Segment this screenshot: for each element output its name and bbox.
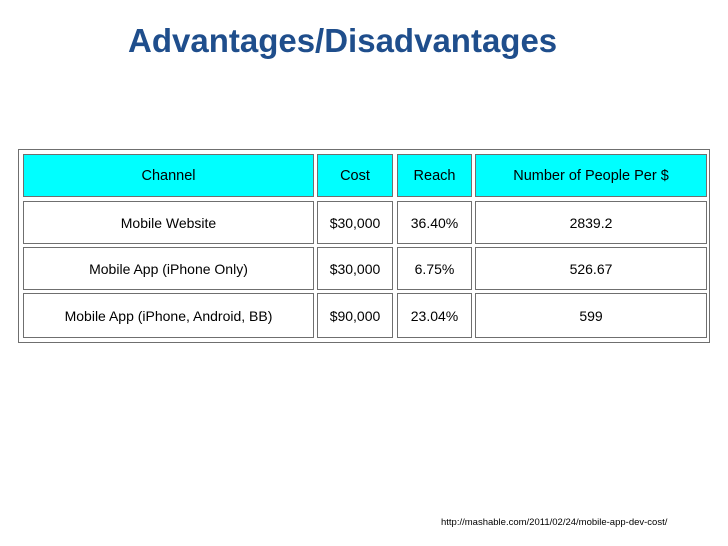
table-cell-people-per-dollar: 526.67 (475, 247, 707, 290)
comparison-table: Channel Cost Reach Number of People Per … (18, 149, 710, 343)
table-cell-cost: $90,000 (317, 293, 393, 338)
table-cell-cost: $30,000 (317, 247, 393, 290)
header-cost: Cost (317, 154, 393, 197)
header-reach: Reach (397, 154, 472, 197)
table-cell-channel: Mobile App (iPhone, Android, BB) (23, 293, 314, 338)
table-cell-reach: 36.40% (397, 201, 472, 244)
table-cell-channel: Mobile Website (23, 201, 314, 244)
table-cell-people-per-dollar: 599 (475, 293, 707, 338)
table-cell-reach: 23.04% (397, 293, 472, 338)
slide-title: Advantages/Disadvantages (128, 22, 558, 59)
header-people-per-dollar: Number of People Per $ (475, 154, 707, 197)
source-citation: http://mashable.com/2011/02/24/mobile-ap… (441, 517, 668, 528)
table-cell-cost: $30,000 (317, 201, 393, 244)
table-cell-reach: 6.75% (397, 247, 472, 290)
table-cell-channel: Mobile App (iPhone Only) (23, 247, 314, 290)
header-channel: Channel (23, 154, 314, 197)
table-cell-people-per-dollar: 2839.2 (475, 201, 707, 244)
